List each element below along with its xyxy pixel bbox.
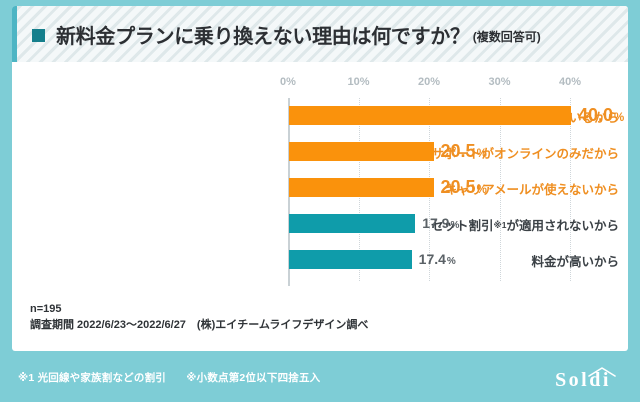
- bar-category-label: 手続きやサポートがオンラインのみだから: [381, 146, 619, 161]
- bar-value-percent-sign: %: [476, 148, 487, 160]
- x-axis-tick-20: 20%: [417, 76, 441, 88]
- survey-period-label: 調査期間 2022/6/23〜2022/6/27 (株)エイチームライフデザイン…: [30, 319, 369, 331]
- bar: [289, 142, 434, 161]
- bar-category-label: キャリアメールが使えないから: [444, 182, 619, 197]
- x-axis-tick-labels: 0% 10% 20% 30% 40%: [12, 76, 628, 92]
- roof-arc-icon: [588, 367, 616, 377]
- bar-value-percent-sign: %: [614, 112, 625, 124]
- header-banner: 新料金プランに乗り換えない理由は何ですか？ (複数回答可): [12, 6, 628, 62]
- bar-value-number: 20.5: [440, 177, 476, 197]
- x-axis-tick-10: 10%: [347, 76, 370, 88]
- bar: [289, 178, 434, 197]
- page-subtitle: (複数回答可): [472, 29, 541, 44]
- bar-value-number: 40.0: [578, 105, 614, 125]
- bar-value-label: 20.5%: [441, 178, 487, 197]
- chart-row: 今の契約に満足しているから40.0%: [12, 98, 628, 134]
- gridline-40: [570, 98, 571, 281]
- gridline-30: [499, 98, 501, 281]
- bar-category-label-main: セット割引: [430, 218, 494, 233]
- bar-value-percent-sign: %: [450, 220, 460, 231]
- sample-size-label: n=195: [30, 303, 62, 315]
- bar-value-label: 17.4%: [419, 250, 456, 269]
- bar-value-percent-sign: %: [476, 184, 487, 196]
- header-accent-bar: [12, 6, 17, 62]
- bar: [289, 106, 571, 125]
- soldi-logo[interactable]: Soldi: [544, 366, 622, 396]
- content-card: 新料金プランに乗り換えない理由は何ですか？ (複数回答可) 0% 10% 20% 30…: [12, 6, 628, 351]
- x-axis-tick-0: 0%: [280, 76, 296, 88]
- bar-value-number: 20.5: [440, 141, 476, 161]
- chart-row: セット割引 ※1 が適用されないから 17.9%: [12, 206, 628, 242]
- footnotes: ※1 光回線や家族割などの割引 ※小数点第2位以下四捨五入: [18, 370, 320, 385]
- footer-bar: ※1 光回線や家族割などの割引 ※小数点第2位以下四捨五入 Soldi: [0, 358, 640, 402]
- bar-category-label-note: ※1: [493, 219, 507, 230]
- bar: [289, 214, 416, 233]
- bar-chart: 0%10%20%30%40% 今の契約に満足しているから40.0%手続きやサポー…: [12, 62, 628, 292]
- bar-value-number: 17.4: [418, 251, 446, 267]
- bar-value-label: 20.5%: [441, 142, 487, 161]
- chart-row: キャリアメールが使えないから 20.5%: [12, 170, 628, 206]
- plot-area: 今の契約に満足しているから40.0%手続きやサポートがオンラインのみだから20.…: [12, 98, 628, 288]
- page-title: 新料金プランに乗り換えない理由は何ですか？: [56, 25, 470, 48]
- bar-value-label: 17.9%: [422, 214, 459, 233]
- logo-text: Soldi: [555, 369, 611, 391]
- bar: [289, 250, 412, 269]
- bar-category-label: 料金が高いから: [531, 254, 619, 269]
- square-bullet-icon: [32, 28, 45, 42]
- chart-row: 料金が高いから 17.4%: [12, 242, 628, 278]
- bar-value-label: 40.0%: [578, 106, 624, 125]
- bar-value-number: 17.9: [422, 215, 450, 231]
- bar-category-label: セット割引 ※1 が適用されないから: [372, 206, 628, 242]
- footnote-2: ※小数点第2位以下四捨五入: [186, 372, 321, 384]
- bar-value-percent-sign: %: [446, 256, 456, 267]
- footnote-1: ※1 光回線や家族割などの割引: [18, 372, 166, 384]
- bar-category-label-tail: が適用されないから: [506, 218, 619, 233]
- chart-meta: n=195 調査期間 2022/6/23〜2022/6/27 (株)エイチームラ…: [30, 302, 590, 333]
- chart-row: 手続きやサポートがオンラインのみだから 20.5%: [12, 134, 628, 170]
- x-axis-tick-30: 30%: [488, 76, 511, 88]
- header-row: 新料金プランに乗り換えない理由は何ですか？ (複数回答可): [12, 6, 628, 62]
- x-axis-tick-40: 40%: [558, 76, 582, 88]
